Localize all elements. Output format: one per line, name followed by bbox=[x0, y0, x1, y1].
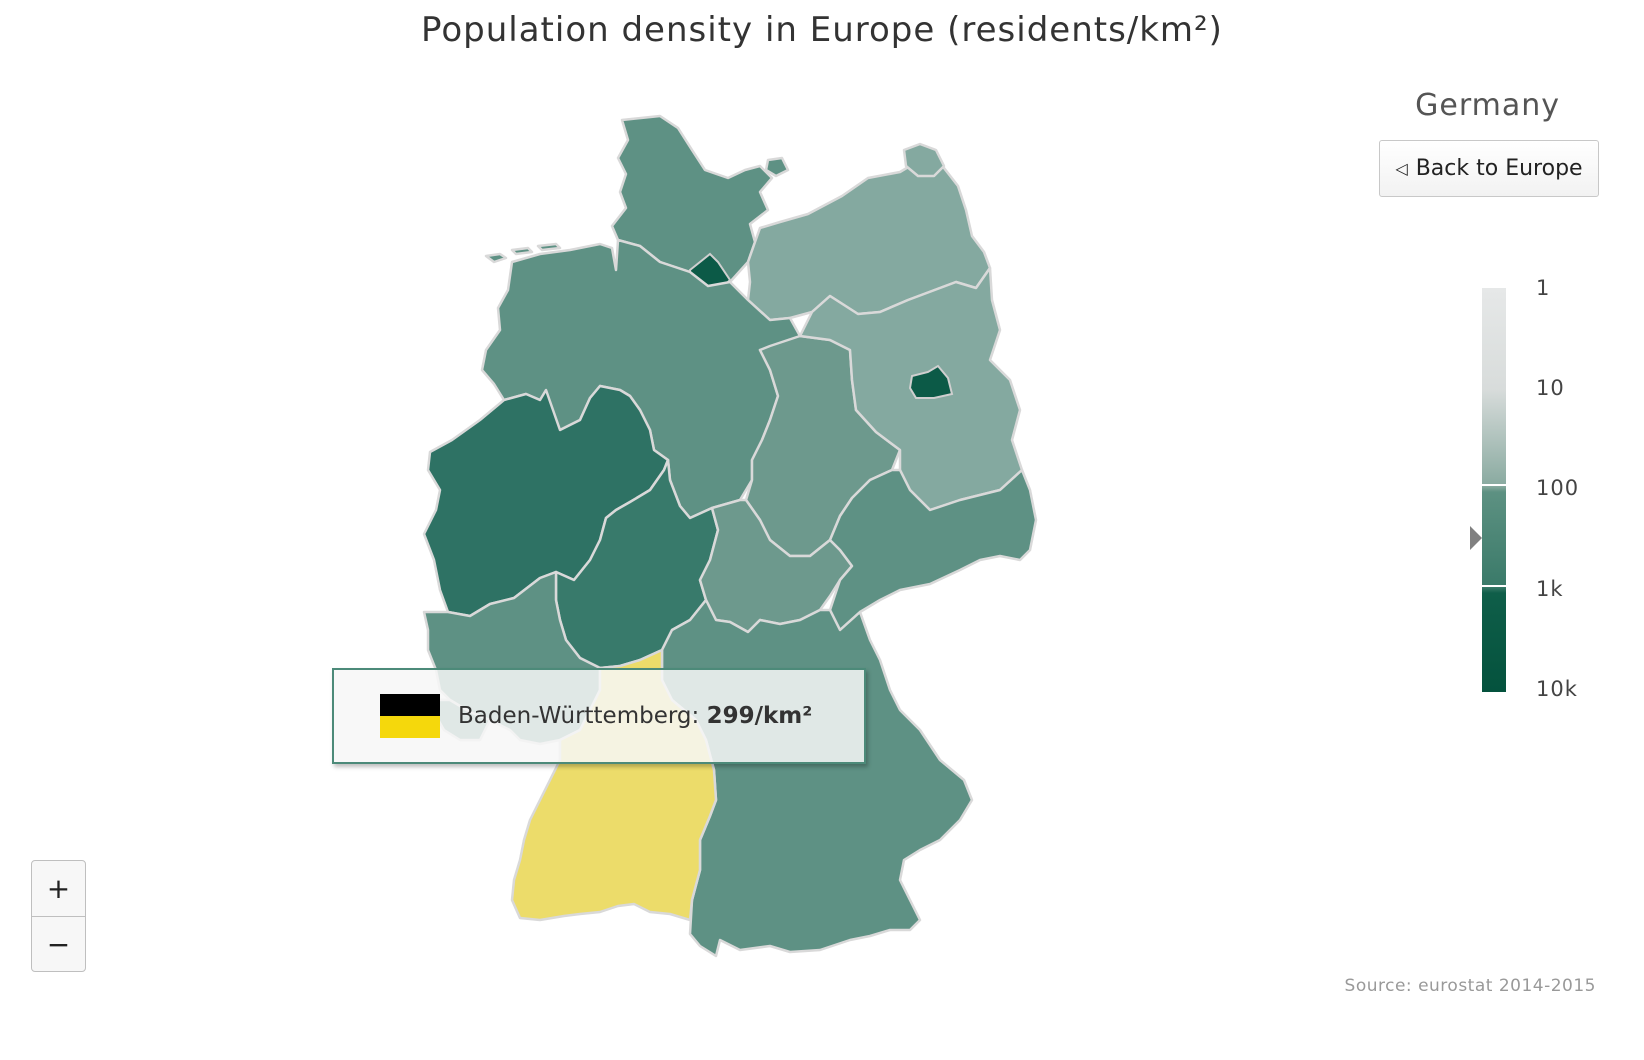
legend-tick-1k bbox=[1482, 585, 1506, 587]
source-credit[interactable]: Source: eurostat 2014-2015 bbox=[1344, 976, 1596, 996]
map-tooltip: Baden-Württemberg: 299/km² bbox=[332, 668, 866, 764]
zoom-control: + − bbox=[31, 860, 86, 972]
region-berlin[interactable] bbox=[908, 364, 954, 399]
map-title: Population density in Europe (residents/… bbox=[421, 10, 1223, 50]
back-to-europe-button[interactable]: ◁ Back to Europe bbox=[1379, 140, 1599, 197]
color-axis-bar bbox=[1482, 288, 1506, 692]
legend-label-1: 1 bbox=[1536, 276, 1551, 300]
triangle-left-icon: ◁ bbox=[1395, 159, 1408, 178]
legend-label-1k: 1k bbox=[1536, 577, 1564, 601]
island-ruegen bbox=[902, 142, 946, 178]
legend-label-10k: 10k bbox=[1536, 677, 1578, 701]
islands-frisian bbox=[484, 242, 562, 264]
zoom-out-button[interactable]: − bbox=[46, 928, 71, 961]
zoom-in-button[interactable]: + bbox=[32, 861, 85, 917]
legend-hover-marker bbox=[1470, 526, 1482, 550]
legend-label-100: 100 bbox=[1536, 476, 1580, 500]
back-button-label: Back to Europe bbox=[1415, 156, 1583, 181]
legend-tick-100 bbox=[1482, 484, 1506, 486]
legend-label-10: 10 bbox=[1536, 376, 1565, 400]
drilldown-country-label: Germany bbox=[1415, 88, 1560, 123]
island-fehmarn bbox=[764, 156, 790, 178]
region-sachsen[interactable] bbox=[828, 468, 1038, 632]
tooltip-separator: : bbox=[691, 703, 700, 729]
tooltip-region-name: Baden-Württemberg bbox=[458, 703, 692, 729]
baden-wuerttemberg-flag-icon bbox=[380, 694, 440, 738]
tooltip-value: 299/km² bbox=[706, 703, 813, 729]
region-thueringen[interactable] bbox=[698, 498, 854, 634]
